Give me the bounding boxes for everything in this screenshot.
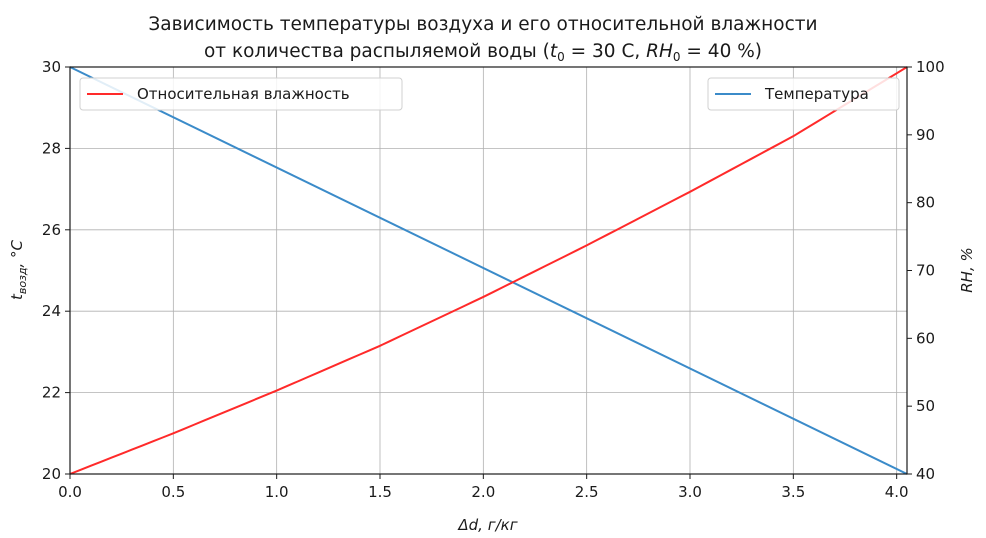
y-right-tick-label-0: 40 [916,465,935,483]
axis-ticks: 0.0 0.5 1.0 1.5 2.0 2.5 3.0 3.5 4.0 20 22 24 26 28 30 4… [42,58,945,501]
y-left-tick-label-1: 22 [42,384,61,402]
x-tick-label-1: 0.5 [161,483,185,501]
y-left-tick-label-2: 24 [42,302,61,320]
y-right-tick-label-2: 60 [916,329,935,347]
y-right-tick-label-1: 50 [916,397,935,415]
legend-right-box [707,77,900,111]
y-left-tick-label-4: 28 [42,139,61,157]
y-axis-right-label: RH, % [958,247,976,293]
x-tick-label-5: 2.5 [575,483,599,501]
chart-title-line2: от количества распыляемой воды (t0 = 30 … [204,41,762,64]
y-axis-left-label: tвозд, °C [8,239,29,300]
y-right-tick-label-6: 100 [916,58,945,76]
x-axis-label: Δd, г/кг [457,516,517,534]
x-tick-label-0: 0.0 [58,483,82,501]
legend-label-humidity: Относительная влажность [137,85,350,103]
y-left-tick-label-3: 26 [42,221,61,239]
x-tick-label-4: 2.0 [471,483,495,501]
legend-label-temperature: Температура [764,85,869,103]
x-tick-label-7: 3.5 [781,483,805,501]
legend-left: Относительная влажность [79,77,403,111]
y-right-tick-label-5: 90 [916,126,935,144]
x-tick-label-8: 4.0 [885,483,909,501]
y-left-tick-label-5: 30 [42,58,61,76]
x-tick-label-3: 1.5 [368,483,392,501]
y-right-tick-label-4: 80 [916,194,935,212]
legend-right: Температура [707,77,900,111]
x-tick-label-6: 3.0 [678,483,702,501]
series-layer [69,66,908,475]
temperature-line [69,66,908,475]
humidity-line [69,66,908,475]
y-left-tick-label-0: 20 [42,465,61,483]
x-tick-label-2: 1.0 [265,483,289,501]
y-right-tick-label-3: 70 [916,262,935,280]
legend-left-box [79,77,403,111]
chart-title-line1: Зависимость температуры воздуха и его от… [148,14,817,35]
